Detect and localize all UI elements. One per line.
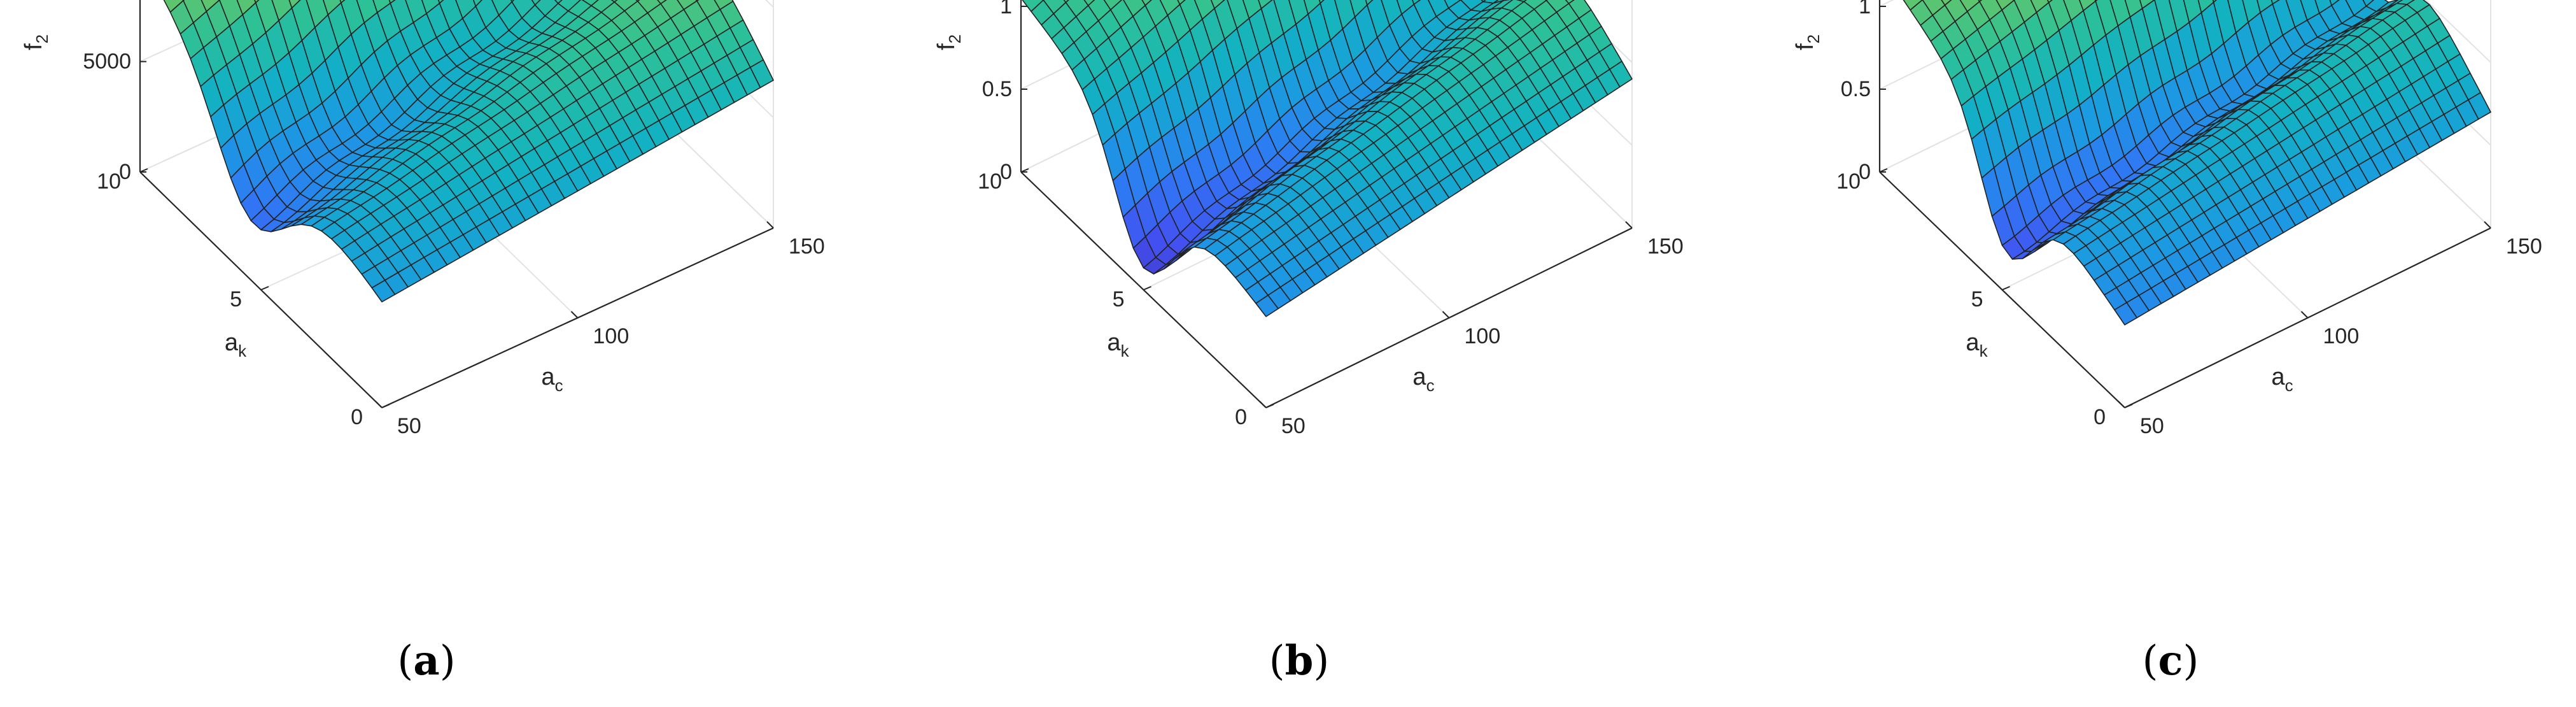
x-axis-label: ac xyxy=(541,364,563,395)
y-tick-label: 5 xyxy=(1971,287,1983,311)
caption-c: (c) xyxy=(2142,637,2199,685)
surface-patch xyxy=(554,0,563,4)
z-tick-label: 0 xyxy=(119,160,131,184)
x-tick xyxy=(1259,401,1267,408)
z-tick-label: 0 xyxy=(1859,160,1871,184)
surface-patch xyxy=(2114,302,2138,325)
y-tick xyxy=(2124,404,2133,408)
surface-patch xyxy=(1255,294,1279,317)
x-tick-label: 150 xyxy=(2506,234,2542,259)
x-tick xyxy=(1625,221,1633,229)
z-axis-label: f2 xyxy=(20,34,52,50)
z-tick-label: 0 xyxy=(1000,160,1012,184)
z-tick-label: 1 xyxy=(1859,0,1871,18)
x-tick xyxy=(1442,311,1450,318)
x-tick-label: 100 xyxy=(2323,324,2360,348)
x-tick xyxy=(2118,401,2125,408)
y-tick-label: 5 xyxy=(230,287,242,311)
chart-panel-b: 00.511.52051050100150f2akac×104 (b) xyxy=(859,0,1717,707)
surface-chart-c: 00.511.52051050100150f2akac×104 xyxy=(1792,0,2542,438)
y-tick-label: 10 xyxy=(978,169,1002,194)
y-tick xyxy=(1143,286,1151,290)
z-axis-label: f2 xyxy=(1792,34,1823,50)
x-axis-label: ac xyxy=(2271,364,2293,395)
y-tick-label: 5 xyxy=(1113,287,1125,311)
y-tick xyxy=(1265,404,1274,408)
y-tick xyxy=(1020,168,1029,173)
x-tick xyxy=(570,311,579,318)
y-tick xyxy=(2002,286,2010,290)
surface-patch xyxy=(1083,0,1095,6)
caption-letter-b: b xyxy=(1284,637,1314,685)
surface-chart-b: 00.511.52051050100150f2akac×104 xyxy=(933,0,1684,438)
y-tick xyxy=(260,286,269,290)
y-tick-label: 10 xyxy=(1836,169,1861,194)
z-tick-label: 0.5 xyxy=(1841,77,1871,101)
y-tick xyxy=(1879,168,1888,173)
y-tick xyxy=(381,404,390,408)
x-tick-label: 50 xyxy=(1281,414,1306,438)
surface-mesh xyxy=(1022,0,1633,317)
x-tick xyxy=(375,401,383,408)
x-tick-label: 100 xyxy=(593,324,630,348)
x-tick-label: 150 xyxy=(789,234,825,259)
chart-panel-c: 00.511.52051050100150f2akac×104 (c) xyxy=(1717,0,2576,707)
surface-patch xyxy=(1141,0,1152,6)
caption-letter-c: c xyxy=(2158,637,2183,685)
x-tick xyxy=(2300,311,2309,318)
z-axis-label: f2 xyxy=(933,34,964,50)
surface-mesh xyxy=(1903,0,2491,325)
z-tick-label: 5000 xyxy=(83,50,131,74)
x-tick xyxy=(2484,221,2491,229)
surface-mesh xyxy=(163,0,774,303)
x-tick xyxy=(766,221,774,229)
x-tick-label: 100 xyxy=(1465,324,1501,348)
caption-a: (a) xyxy=(397,637,456,685)
x-tick-label: 150 xyxy=(1647,234,1684,259)
y-axis-label: ak xyxy=(225,329,247,361)
z-tick-label: 0.5 xyxy=(982,77,1012,101)
x-axis-label: ac xyxy=(1412,364,1434,395)
caption-letter-a: a xyxy=(413,637,440,685)
y-tick-label: 0 xyxy=(2094,405,2106,429)
surface-patch xyxy=(1941,0,1952,6)
surface-patch xyxy=(371,280,396,303)
y-tick-label: 10 xyxy=(97,169,121,194)
surface-patch xyxy=(531,0,541,6)
caption-b: (b) xyxy=(1269,637,1330,685)
y-tick-label: 0 xyxy=(1235,405,1247,429)
y-axis-label: ak xyxy=(1966,329,1988,361)
z-tick-label: 1 xyxy=(1000,0,1012,18)
y-tick-label: 0 xyxy=(351,405,363,429)
x-tick-label: 50 xyxy=(2140,414,2164,438)
y-axis-label: ak xyxy=(1107,329,1129,361)
y-tick xyxy=(139,168,148,173)
x-tick-label: 50 xyxy=(397,414,421,438)
